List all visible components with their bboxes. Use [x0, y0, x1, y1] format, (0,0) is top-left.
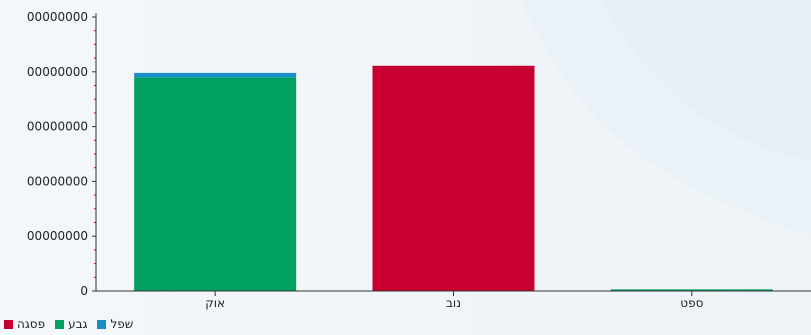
legend-item[interactable]: פסגה — [4, 317, 45, 331]
y-tick-label: 00000000 — [27, 10, 88, 24]
y-tick-label: 00000000 — [27, 229, 88, 243]
bar[interactable] — [372, 65, 535, 291]
y-axis: 0000000000000000000000000000000000000000… — [27, 10, 97, 298]
x-tick-label: נוב — [446, 296, 461, 310]
legend-label: פסגה — [17, 317, 46, 331]
bars — [134, 65, 773, 291]
legend-swatch — [55, 319, 65, 329]
x-tick-label: אוק — [205, 296, 225, 310]
bar[interactable] — [610, 289, 773, 291]
legend-item[interactable]: שפל — [97, 317, 133, 331]
y-tick-label: 00000000 — [27, 120, 88, 134]
legend-item[interactable]: גבע — [55, 317, 87, 331]
x-axis: אוק נוב ספט — [96, 290, 811, 310]
legend-swatch — [4, 319, 13, 329]
legend-label: שפל — [110, 317, 134, 331]
legend-swatch — [97, 319, 107, 329]
bar[interactable] — [134, 72, 297, 78]
y-tick-label: 00000000 — [27, 174, 88, 188]
legend-label: גבע — [68, 317, 88, 331]
x-tick-label: ספט — [680, 296, 703, 310]
legend: פסגה גבע שפל — [4, 316, 133, 332]
y-tick-label: 00000000 — [27, 65, 88, 79]
bar[interactable] — [134, 77, 297, 291]
y-tick-label: 0 — [80, 284, 88, 298]
